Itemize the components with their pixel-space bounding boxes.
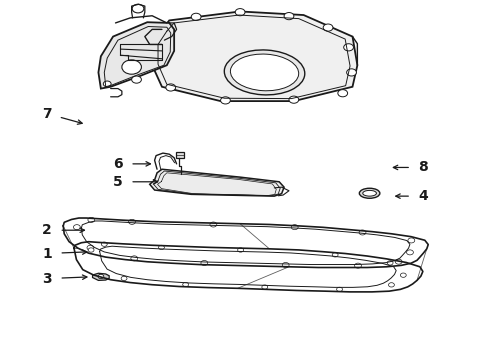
Polygon shape [98,22,174,89]
Circle shape [121,276,127,280]
Circle shape [355,263,362,268]
Polygon shape [152,12,357,101]
Circle shape [132,4,144,13]
Circle shape [289,96,299,103]
Ellipse shape [230,54,299,91]
Circle shape [284,13,294,20]
Circle shape [210,222,217,227]
Circle shape [359,230,366,235]
Circle shape [323,24,333,31]
Text: 1: 1 [42,247,52,261]
Circle shape [87,245,94,250]
Circle shape [338,90,347,97]
Circle shape [407,250,414,255]
Polygon shape [175,152,184,158]
Circle shape [395,259,402,264]
Circle shape [101,242,107,246]
Circle shape [128,219,135,224]
Circle shape [151,39,161,45]
Circle shape [88,248,94,252]
Circle shape [159,245,164,249]
Circle shape [332,253,338,257]
Circle shape [122,60,142,74]
Polygon shape [93,273,109,280]
Circle shape [103,81,111,87]
Ellipse shape [363,190,376,196]
Text: 3: 3 [42,271,52,285]
Circle shape [343,44,353,51]
Circle shape [389,283,394,287]
Circle shape [74,225,80,230]
Circle shape [235,9,245,16]
Circle shape [346,69,356,76]
Circle shape [132,76,142,83]
Circle shape [291,225,298,230]
Circle shape [191,13,201,21]
Circle shape [238,248,244,252]
Circle shape [408,238,415,243]
Polygon shape [150,169,284,196]
Circle shape [166,84,175,91]
Circle shape [400,273,406,277]
Ellipse shape [224,50,305,95]
Circle shape [183,282,189,287]
Circle shape [337,287,343,292]
Text: 8: 8 [418,161,428,175]
Text: 5: 5 [113,175,123,189]
Circle shape [387,261,393,265]
Circle shape [152,60,162,67]
Circle shape [220,97,230,104]
Text: 7: 7 [42,107,52,121]
Text: 4: 4 [418,189,428,203]
Circle shape [201,261,208,266]
Ellipse shape [359,188,380,198]
Circle shape [88,217,95,222]
Circle shape [98,274,104,279]
Circle shape [262,285,268,289]
Circle shape [282,262,289,267]
Circle shape [131,256,138,261]
Text: 6: 6 [113,157,123,171]
Text: 2: 2 [42,223,52,237]
